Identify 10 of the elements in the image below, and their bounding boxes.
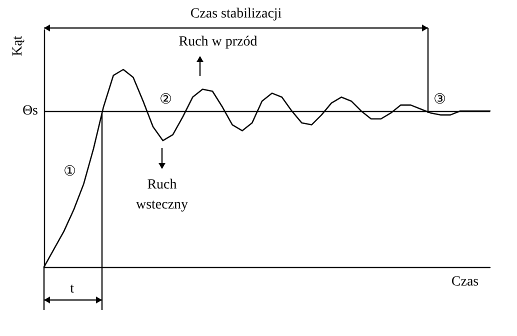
text: Ruch w przód bbox=[178, 34, 258, 50]
annotation: ① bbox=[64, 164, 76, 180]
x-axis-title: Czas bbox=[451, 274, 479, 290]
annotation: ② bbox=[160, 92, 172, 108]
annotation: Ruch wsteczny bbox=[136, 178, 188, 212]
y-axis-title: Kąt bbox=[10, 36, 26, 56]
ref-line-label: Θs bbox=[22, 103, 38, 118]
text: t bbox=[70, 282, 74, 296]
annotation: ③ bbox=[434, 92, 446, 108]
text: Czas stabilizacji bbox=[190, 6, 282, 22]
